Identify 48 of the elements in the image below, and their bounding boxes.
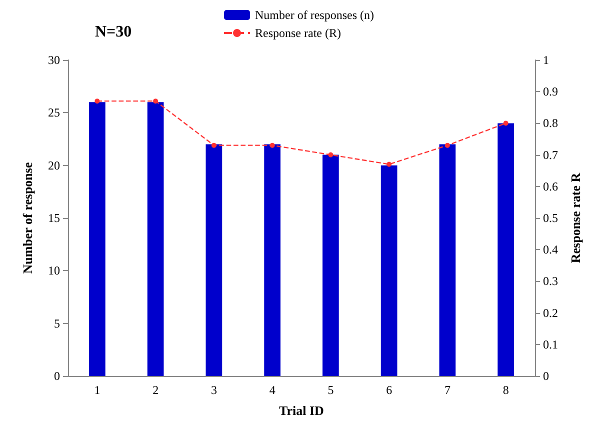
- y2-tick-label: 0.4: [543, 242, 558, 257]
- point: [94, 98, 100, 104]
- y2-tick-label: 0.2: [543, 306, 558, 320]
- x-tick-label: 4: [269, 383, 276, 397]
- y-tick-label: 5: [54, 316, 60, 330]
- point: [328, 152, 334, 158]
- y2-axis-title: Response rate R: [568, 172, 583, 264]
- bar: [206, 144, 222, 376]
- y-tick-label: 20: [48, 158, 60, 172]
- x-tick-label: 6: [386, 383, 392, 397]
- x-tick-label: 8: [502, 383, 509, 397]
- x-tick-label: 3: [210, 383, 217, 397]
- y2-tick-label: 0.7: [543, 148, 558, 162]
- y2-tick-label: 0.1: [543, 337, 558, 352]
- y-tick-label: 0: [54, 369, 60, 383]
- x-tick-label: 5: [328, 383, 334, 397]
- point: [386, 162, 392, 167]
- y2-tick-label: 1: [543, 53, 549, 67]
- point: [503, 120, 508, 126]
- y2-tick-label: 0: [543, 369, 549, 383]
- y2-tick-label: 0.8: [543, 116, 558, 130]
- bar: [439, 144, 456, 376]
- point: [153, 98, 158, 104]
- bar: [264, 144, 280, 376]
- legend-label: Number of responses (n): [255, 8, 374, 22]
- legend-label: Response rate (R): [255, 26, 341, 40]
- bar: [89, 102, 106, 376]
- y-tick-label: 15: [48, 211, 60, 225]
- bar: [147, 102, 164, 376]
- y2-tick-label: 0.9: [543, 84, 558, 99]
- y2-tick-label: 0.5: [543, 211, 558, 225]
- bar: [322, 154, 339, 376]
- point: [270, 142, 275, 148]
- bar: [380, 165, 398, 376]
- y-axis-title: Number of response: [20, 162, 35, 274]
- y2-tick-label: 0.3: [543, 274, 558, 288]
- y2-tick-label: 0.6: [543, 179, 558, 194]
- point: [211, 142, 216, 148]
- bar: [498, 123, 514, 376]
- y-tick-label: 30: [48, 53, 60, 67]
- text: N=30: [95, 24, 132, 40]
- x-tick-label: 2: [152, 383, 159, 397]
- y-tick-label: 25: [48, 106, 60, 120]
- x-axis-title: Trial ID: [279, 403, 324, 418]
- x-tick-label: 7: [444, 383, 450, 397]
- point: [444, 142, 450, 148]
- y-tick-label: 10: [48, 264, 60, 278]
- x-tick-label: 1: [94, 383, 100, 397]
